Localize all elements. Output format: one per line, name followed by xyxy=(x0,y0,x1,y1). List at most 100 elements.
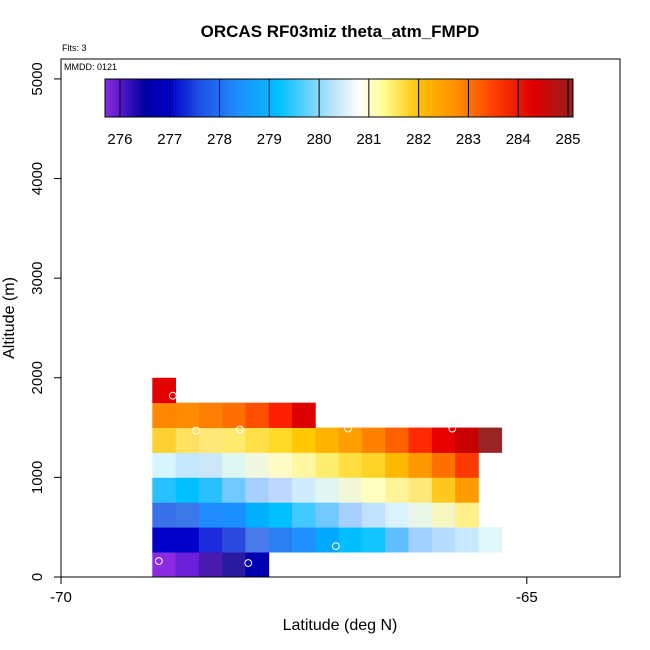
heatmap-cell xyxy=(478,527,503,553)
heatmap-cell xyxy=(175,527,200,553)
heatmap-cell xyxy=(268,452,293,478)
heatmap-cell xyxy=(268,502,293,528)
heatmap-cell xyxy=(361,452,386,478)
colorbar-tick-label: 285 xyxy=(556,131,581,148)
flight-points xyxy=(154,391,559,567)
flight-point xyxy=(235,425,244,434)
heatmap-cell xyxy=(431,452,456,478)
flight-point xyxy=(244,559,253,567)
heatmap-cell xyxy=(315,502,340,528)
colorbar-tick-label: 278 xyxy=(207,131,232,148)
y-tick-label: 4000 xyxy=(29,162,46,195)
heatmap-cell xyxy=(315,527,340,553)
heatmap-cell xyxy=(245,452,270,478)
heatmap-cell xyxy=(198,502,223,528)
heatmap-cell xyxy=(198,427,223,453)
heatmap-cell xyxy=(408,427,433,453)
heatmap-cell xyxy=(361,477,386,503)
heatmap-cell xyxy=(455,527,479,553)
heatmap-cell xyxy=(292,402,316,428)
heatmap-cell xyxy=(385,477,409,503)
flights-annotation: Flts: 3 xyxy=(62,43,87,53)
heatmap-cell xyxy=(292,427,316,453)
heatmap-cell xyxy=(222,452,246,478)
heatmap-cell xyxy=(455,477,479,503)
heatmap-cell xyxy=(245,402,270,428)
heatmap-cell xyxy=(222,552,246,578)
heatmap-cell xyxy=(245,477,270,503)
y-tick-label: 3000 xyxy=(29,261,46,294)
colorbar-tick-label: 281 xyxy=(356,131,381,148)
colorbar-tick-label: 279 xyxy=(257,131,282,148)
colorbar-ticks: 276 277 278 279 280 281 282 283 284 285 xyxy=(107,79,581,148)
heatmap-cell xyxy=(152,527,176,553)
heatmap-cell xyxy=(175,502,200,528)
colorbar-tick-label: 282 xyxy=(406,131,431,148)
heatmap-cell xyxy=(175,427,200,453)
heatmap-cell xyxy=(198,527,223,553)
x-axis: -70 -65 xyxy=(50,577,538,606)
y-tick-label: 2000 xyxy=(29,361,46,394)
heatmap-cell xyxy=(292,502,316,528)
heatmap-cell xyxy=(152,377,176,404)
heatmap-cell xyxy=(315,427,340,453)
heatmap-cell xyxy=(315,452,340,478)
flight-point xyxy=(550,539,559,548)
heatmap-cells xyxy=(152,377,503,578)
heatmap-cell xyxy=(431,427,456,453)
chart-title: ORCAS RF03miz theta_atm_FMPD xyxy=(201,22,480,41)
y-tick-label: 0 xyxy=(29,573,46,581)
heatmap-cell xyxy=(455,427,479,453)
heatmap-cell xyxy=(268,477,293,503)
heatmap-cell xyxy=(361,502,386,528)
heatmap-cell xyxy=(222,527,246,553)
heatmap-cell xyxy=(385,502,409,528)
plot-frame xyxy=(60,58,621,578)
x-tick-label: -65 xyxy=(516,589,538,606)
flight-point xyxy=(192,426,200,435)
heatmap-cell xyxy=(315,477,340,503)
y-axis-label: Altitude (m) xyxy=(1,277,18,359)
heatmap-cell xyxy=(175,552,200,578)
heatmap-cell xyxy=(478,427,503,453)
heatmap-cell xyxy=(292,452,316,478)
heatmap-cell xyxy=(361,427,386,453)
heatmap-cell xyxy=(338,427,363,453)
heatmap-cell xyxy=(455,452,479,478)
heatmap-cell xyxy=(152,452,176,478)
x-axis-label: Latitude (deg N) xyxy=(283,617,398,634)
heatmap-cell xyxy=(222,402,246,428)
y-axis: 0 1000 2000 3000 4000 5000 xyxy=(29,62,61,581)
heatmap-cell xyxy=(385,427,409,453)
flight-point xyxy=(168,391,177,400)
colorbar xyxy=(104,78,574,118)
heatmap-cell xyxy=(408,527,433,553)
heatmap-cell xyxy=(361,527,386,553)
heatmap-cell xyxy=(152,502,176,528)
colorbar-tick-label: 277 xyxy=(157,131,182,148)
heatmap-cell xyxy=(455,502,479,528)
heatmap-cell xyxy=(408,502,433,528)
heatmap-cell xyxy=(152,427,176,453)
heatmap-cell xyxy=(338,527,363,553)
colorbar-tick-label: 276 xyxy=(107,131,132,148)
heatmap-cell xyxy=(152,402,176,428)
heatmap-cell xyxy=(268,427,293,453)
heatmap-cell xyxy=(408,477,433,503)
heatmap-cell xyxy=(245,427,270,453)
heatmap-cell xyxy=(385,452,409,478)
heatmap-cell xyxy=(431,502,456,528)
x-tick-label: -70 xyxy=(50,589,72,606)
heatmap-cell xyxy=(338,452,363,478)
heatmap-cell xyxy=(385,527,409,553)
flight-point xyxy=(331,542,340,551)
y-tick-label: 1000 xyxy=(29,461,46,494)
heatmap-cell xyxy=(198,477,223,503)
heatmap-cell xyxy=(152,552,176,578)
heatmap-cell xyxy=(175,452,200,478)
heatmap-cell xyxy=(152,477,176,503)
colorbar-tick-label: 280 xyxy=(307,131,332,148)
heatmap-cell xyxy=(338,502,363,528)
colorbar-tick-label: 284 xyxy=(506,131,531,148)
colorbar-tick-label: 283 xyxy=(456,131,481,148)
